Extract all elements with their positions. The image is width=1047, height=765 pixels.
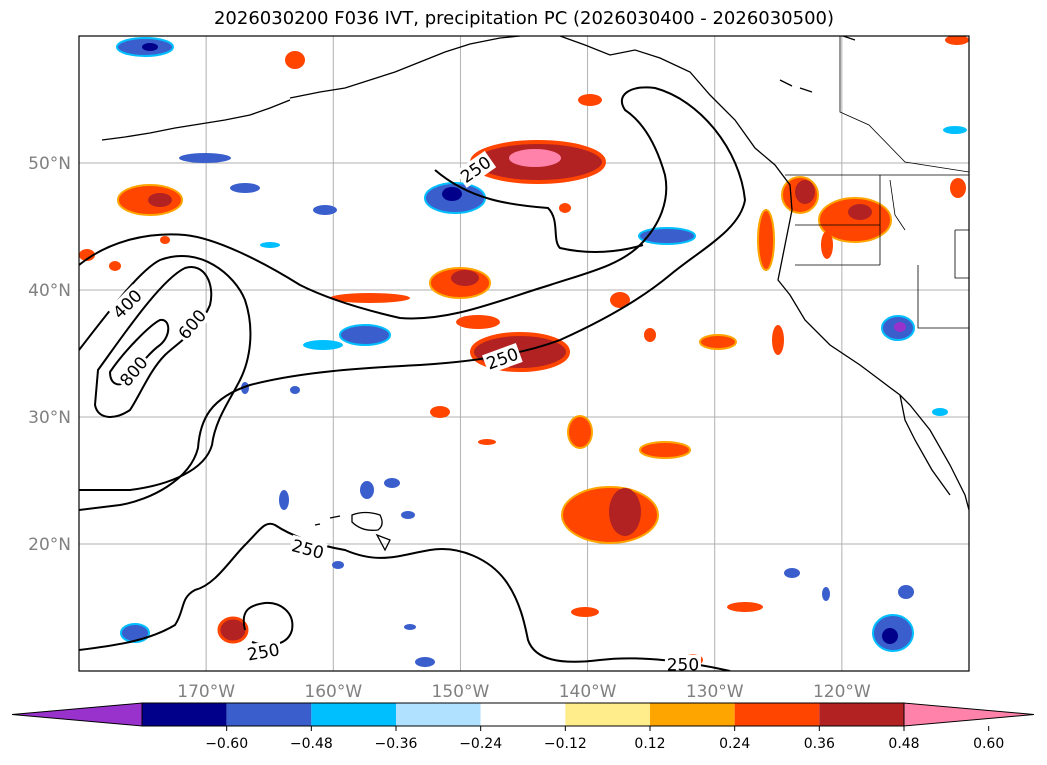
contour-label-bg: [243, 638, 283, 665]
contour-label: 250: [667, 656, 699, 676]
misc-coast: [779, 36, 856, 93]
ivt-250-contour-south: [79, 522, 731, 671]
hawaii-islands: [314, 511, 391, 552]
colorbar-tick-label: 0.36: [804, 736, 835, 752]
colorbar-segment: [734, 703, 820, 726]
colorbar-segment: [396, 703, 481, 726]
latitude-tick-labels: 20°N 30°N 40°N 50°N: [28, 154, 71, 555]
colorbar-tick-label: 0.24: [719, 736, 750, 752]
colorbar-tick-label: −0.12: [544, 736, 587, 752]
lon-tick-label: 160°W: [304, 682, 362, 702]
contour-label-bg: [172, 304, 212, 345]
precipitation-shading: [79, 36, 969, 667]
lon-tick-label: 150°W: [432, 682, 490, 702]
colorbar-extend-min: [11, 702, 143, 727]
colorbar-segment: [650, 703, 735, 726]
contour-label-bg: [114, 351, 153, 392]
alaska-peninsula-coast: [289, 36, 521, 99]
colorbar-tick-label: 0.12: [634, 736, 665, 752]
contour-label-bg: [482, 343, 523, 375]
colorbar-tick-label: −0.48: [290, 736, 333, 752]
ivt-250-contour: [79, 86, 747, 511]
lon-tick-label: 140°W: [559, 682, 617, 702]
colorbar-extend-max: [903, 702, 1035, 727]
contour-label-bg: [287, 534, 328, 564]
precip-positive-blobs: [79, 36, 969, 666]
contour-label-bg: [107, 284, 148, 324]
contour-label-bg: [664, 654, 701, 675]
lon-tick-label: 120°W: [813, 682, 871, 702]
lon-tick-label: 130°W: [686, 682, 744, 702]
colorbar: −0.60 −0.48 −0.36 −0.24 −0.12 0.12 0.24 0.36 0.4…: [11, 702, 1035, 752]
state-borders: [795, 175, 969, 329]
lon-tick-label: 170°W: [177, 682, 235, 702]
lat-tick-label: 40°N: [28, 281, 71, 301]
baja-california: [899, 394, 951, 496]
colorbar-segment: [565, 703, 650, 726]
colorbar-tick-label: 0.48: [888, 736, 919, 752]
lat-tick-label: 20°N: [28, 535, 71, 555]
longitude-tick-labels: 170°W 160°W 150°W 140°W 130°W 120°W: [177, 682, 871, 702]
colorbar-segment: [480, 703, 566, 726]
colorbar-segment: [226, 703, 312, 726]
colorbar-tick-label: −0.24: [459, 736, 502, 752]
colorbar-outline: [141, 702, 905, 727]
colorbar-segment: [311, 703, 396, 726]
north-america-west-coast: [559, 36, 969, 511]
bc-alaska-border: [839, 36, 969, 173]
precip-negative-blobs: [116, 37, 967, 667]
lat-tick-label: 50°N: [28, 154, 71, 174]
contour-label-bg: [455, 150, 497, 188]
lat-tick-label: 30°N: [28, 408, 71, 428]
political-borders: [785, 36, 969, 329]
ivt-250-contour-north: [434, 169, 644, 253]
colorbar-tick-label: −0.60: [205, 736, 248, 752]
map-frame: [78, 35, 970, 672]
aleutian-islands: [101, 99, 291, 141]
map-title: 2026030200 F036 IVT, precipitation PC (2…: [213, 8, 835, 29]
colorbar-segment: [819, 703, 904, 726]
ivt-400-contour: [79, 254, 252, 491]
coastlines: [101, 36, 969, 552]
colorbar-segment: [142, 703, 227, 726]
colorbar-tick-label: −0.36: [375, 736, 418, 752]
colorbar-tick-label: 0.60: [973, 736, 1004, 752]
